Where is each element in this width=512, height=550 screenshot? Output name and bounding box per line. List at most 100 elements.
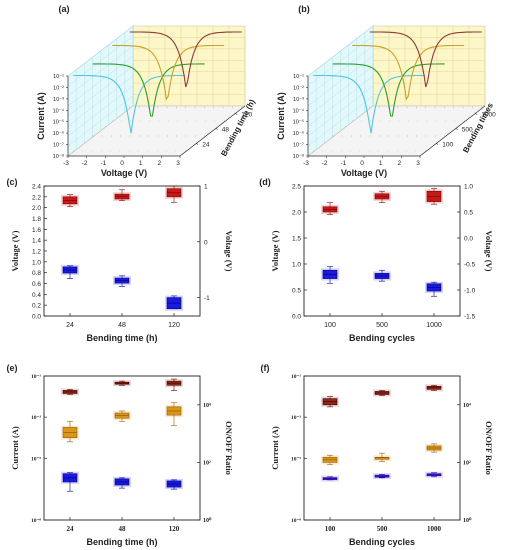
right-tick-label: 10² (203, 460, 211, 466)
x-tick-label: -2 (82, 160, 88, 167)
panel-label: (e) (7, 363, 18, 373)
panel-label: (f) (261, 363, 270, 373)
y-tick-label: 10⁻⁸ (293, 153, 304, 160)
y-tick-label: 10⁻⁷ (53, 142, 64, 149)
iv-curve (73, 74, 186, 134)
panel-label: (c) (7, 177, 18, 187)
y-tick-label: 10⁻⁷ (293, 142, 304, 149)
x-tick-label: 120 (168, 322, 180, 329)
right-tick-label: 0 (204, 239, 208, 246)
right-axis-title: Voltage (V) (224, 231, 234, 272)
y-tick-label: 2.4 (32, 184, 41, 191)
box-panel-b: 24 48 120 Bending time (h) 0.0 0.2 0.4 0.6 0.8 1.… (10, 184, 234, 344)
x-tick-label: 48 (118, 322, 126, 329)
y-axis-title: Current (A) (276, 92, 286, 140)
y-tick-label: 1.0 (292, 262, 301, 269)
y-tick-label: 1.2 (32, 249, 41, 256)
y-tick-label: 1.5 (292, 236, 301, 243)
z-tick (455, 128, 458, 130)
y-axis-title: Current (A) (36, 92, 46, 140)
plot-frame (43, 375, 201, 521)
z-tick (475, 113, 478, 115)
y-tick-label: 10⁻¹ (53, 74, 64, 80)
box-panel-f: 100 500 1000 Bending cycles 10⁻⁸ 10⁻⁵ 10⁻³ 10⁻¹… (270, 374, 494, 547)
right-tick-label: 0.0 (464, 236, 473, 243)
x-axis-title: Bending cycles (349, 333, 415, 343)
y-tick-label: 10⁻⁸ (53, 153, 64, 160)
y-tick-label: 10⁻¹ (291, 374, 301, 380)
right-tick-label: 10⁰ (463, 517, 472, 524)
right-tick-label: 10² (463, 460, 471, 466)
x-tick-label: 24 (67, 525, 75, 533)
panel-label: (b) (298, 4, 310, 14)
x-tick-label: 3 (416, 160, 420, 167)
x-tick-label: -2 (322, 160, 328, 167)
waterfall-panel-d: -3 -2 -1 0 1 2 3 Voltage (V) 10⁻¹ 10⁻² 10⁻³ 10⁻⁴ 10⁻… (276, 25, 496, 178)
iv-curve (369, 31, 482, 88)
side-grid-h (67, 65, 134, 117)
box-panel-e: 100 500 1000 Bending cycles 0.0 0.5 1.0 1.5 2.0 2… (270, 184, 494, 344)
z-tick (235, 113, 238, 115)
x-tick-label: 0 (120, 160, 124, 167)
x-axis-title: Bending cycles (349, 537, 415, 547)
y-tick-label: 10⁻⁶ (53, 130, 64, 137)
y-tick-label: 10⁻³ (293, 97, 304, 103)
z-tick-label: 500 (462, 127, 473, 134)
y-tick-label: 10⁻³ (53, 97, 64, 103)
side-grid-h (307, 45, 374, 97)
y-tick-label: 10⁻⁶ (293, 130, 304, 137)
x-tick-label: 500 (376, 322, 388, 329)
y-tick-label: 10⁻² (53, 85, 64, 91)
box-panel-c: 24 48 120 Bending time (h) 10⁻⁸ 10⁻⁵ 10⁻³ 10⁻¹ C… (10, 374, 234, 547)
box (374, 456, 390, 460)
side-grid-h (67, 45, 134, 97)
x-axis-title: Voltage (V) (101, 168, 147, 178)
x-tick-label: -3 (63, 160, 69, 167)
x-tick-label: 1000 (427, 525, 442, 533)
right-tick-label: -1.0 (464, 288, 476, 295)
y-tick-label: 10⁻⁵ (53, 119, 64, 126)
y-tick-label: 10⁻⁵ (31, 456, 41, 462)
z-axis-line (419, 105, 486, 157)
z-tick-label: 1000 (481, 112, 496, 119)
y-tick-label: 2.2 (32, 194, 41, 201)
x-tick-label: 100 (324, 322, 336, 329)
y-tick-label: 1.4 (32, 238, 41, 245)
y-tick-label: 10⁻⁸ (31, 518, 41, 524)
y-axis-title: Voltage (V) (10, 230, 20, 271)
y-tick-label: 2.5 (292, 184, 301, 191)
y-tick-label: 0.0 (292, 314, 301, 321)
y-tick-label: 10⁻¹ (293, 74, 304, 80)
z-tick-label: 100 (442, 142, 453, 149)
y-tick-label: 1.0 (32, 259, 41, 266)
y-tick-label: 0.4 (32, 292, 41, 299)
back-wall (132, 25, 246, 107)
x-tick-label: 48 (119, 525, 127, 533)
side-grid-h (67, 35, 134, 87)
x-tick-label: 2 (398, 160, 402, 167)
iv-curve (332, 63, 445, 117)
right-tick-label: 1 (204, 184, 208, 191)
right-axis-title: ON/OFF Ratio (484, 421, 494, 475)
y-tick-label: 0.0 (32, 314, 41, 321)
iv-curve (313, 74, 426, 134)
y-tick-label: 1.8 (32, 216, 41, 223)
y-tick-label: 10⁻⁵ (291, 456, 301, 462)
z-axis-line (179, 105, 246, 157)
right-tick-label: 10⁰ (203, 517, 212, 524)
y-tick-label: 10⁻⁵ (293, 119, 304, 126)
right-axis-title: Voltage (V) (484, 231, 494, 272)
iv-curve (129, 31, 242, 88)
y-tick-label: 2.0 (32, 205, 41, 212)
x-tick-label: 1 (139, 160, 143, 167)
y-tick-label: 10⁻⁸ (291, 518, 301, 524)
x-axis-title: Voltage (V) (341, 168, 387, 178)
x-axis-title: Bending time (h) (87, 333, 158, 343)
x-tick-label: 2 (158, 160, 162, 167)
x-tick-label: -3 (303, 160, 309, 167)
panel-label: (a) (59, 4, 70, 14)
y-tick-label: 2.0 (292, 210, 301, 217)
x-tick-label: 3 (176, 160, 180, 167)
iv-curve (92, 63, 205, 117)
